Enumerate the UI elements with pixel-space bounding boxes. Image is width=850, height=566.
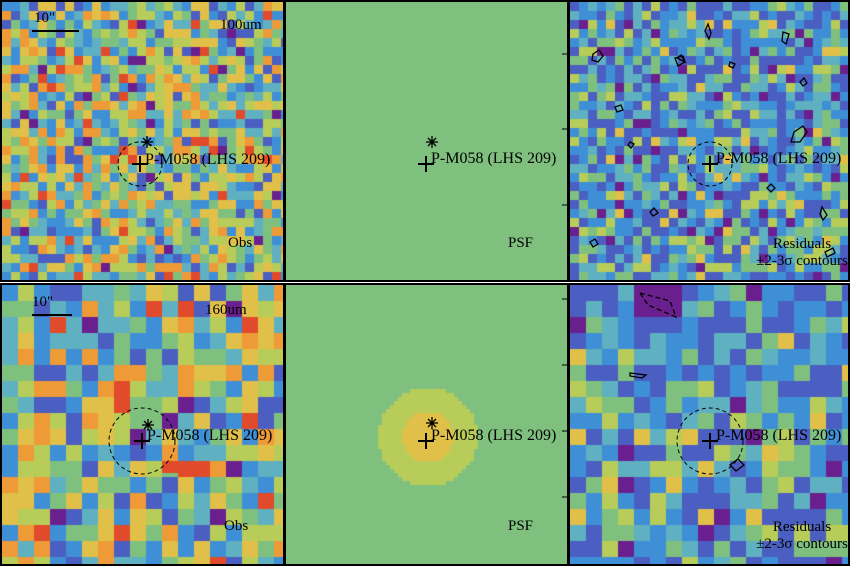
target-name-label: P-M058 (LHS 209) — [716, 427, 842, 444]
band-label: 160um — [205, 302, 247, 318]
aperture-circle — [108, 407, 176, 475]
residuals-heatmap-160um — [570, 285, 848, 564]
target-name-label: P-M058 (LHS 209) — [431, 427, 557, 444]
band-label: 100um — [220, 17, 262, 33]
asterisk-marker — [141, 136, 153, 148]
psf-overlay-100um — [418, 53, 567, 206]
psf-label: PSF — [508, 518, 534, 534]
target-name-label: P-M058 (LHS 209) — [145, 151, 271, 168]
obs-label: Obs — [228, 235, 253, 251]
aperture-circle — [117, 141, 163, 187]
residuals-label-line2: ±2-3σ contours — [756, 253, 848, 270]
panel-psf-160um: P-M058 (LHS 209) PSF — [284, 283, 569, 566]
target-name-label: P-M058 (LHS 209) — [147, 427, 273, 444]
plus-marker — [702, 433, 718, 449]
residuals-label: Residuals ±2-3σ contours — [702, 236, 848, 271]
target-name-label: P-M058 (LHS 209) — [716, 150, 842, 167]
aperture-circle — [687, 141, 733, 187]
obs-label: Obs — [224, 518, 249, 534]
plus-marker — [134, 433, 150, 449]
asterisk-marker — [142, 419, 154, 431]
residuals-label-line2: ±2-3σ contours — [756, 536, 848, 553]
asterisk-marker — [426, 136, 438, 148]
residuals-overlay-160um — [629, 291, 745, 475]
plus-marker — [418, 433, 434, 449]
obs-overlay-100um — [32, 30, 163, 187]
plus-marker — [702, 156, 718, 172]
residuals-label-line1: Residuals — [772, 236, 832, 252]
psf-heatmap-100um — [286, 2, 567, 280]
psf-heatmap-160um — [286, 285, 567, 564]
tick-marks — [562, 53, 567, 206]
panel-residuals-100um: P-M058 (LHS 209) Residuals ±2-3σ contour… — [568, 0, 850, 282]
obs-overlay-160um — [32, 314, 176, 475]
residuals-label: Residuals ±2-3σ contours — [702, 519, 848, 554]
obs-heatmap-100um — [2, 2, 283, 280]
aperture-circle — [676, 407, 744, 475]
plus-marker — [418, 156, 434, 172]
residuals-label-line1: Residuals — [772, 519, 832, 535]
scale-bar-label: 10" — [32, 294, 54, 310]
residuals-overlay-100um — [589, 22, 836, 258]
plus-marker — [132, 156, 148, 172]
asterisk-marker — [426, 417, 438, 429]
panel-obs-160um: 10" 160um P-M058 (LHS 209) Obs — [0, 283, 285, 566]
tick-marks — [562, 298, 567, 498]
scale-bar-label: 10" — [34, 10, 56, 26]
psf-overlay-160um — [418, 298, 567, 498]
panel-obs-100um: 10" 100um P-M058 (LHS 209) Obs — [0, 0, 285, 282]
panel-residuals-160um: P-M058 (LHS 209) Residuals ±2-3σ contour… — [568, 283, 850, 566]
panel-psf-100um: P-M058 (LHS 209) PSF — [284, 0, 569, 282]
target-name-label: P-M058 (LHS 209) — [431, 150, 557, 167]
residuals-heatmap-100um — [570, 2, 848, 280]
contours — [589, 22, 836, 258]
psf-label: PSF — [508, 235, 534, 251]
contours — [629, 291, 745, 472]
